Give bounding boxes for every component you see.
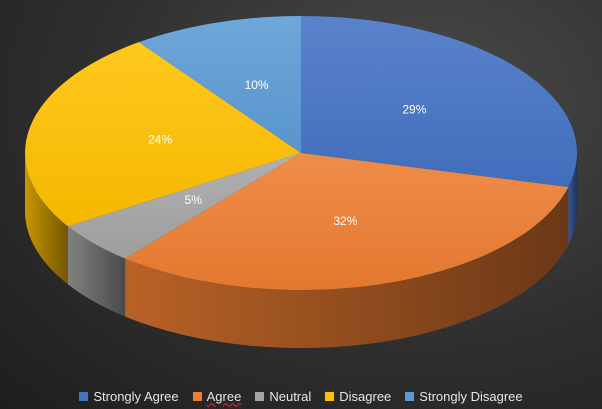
legend-label-disagree: Disagree	[339, 388, 392, 404]
legend-label-agree: Agree	[206, 388, 242, 404]
legend-swatch-strongly-agree	[79, 391, 89, 401]
pie-side-disagree	[25, 153, 68, 285]
legend: Strongly Agree Agree Neutral Disagree St…	[0, 386, 602, 406]
pie-labels: 29% 32% 5% 24% 10%	[148, 78, 427, 228]
data-label-strongly-agree: 29%	[402, 102, 426, 116]
legend-swatch-neutral	[255, 391, 265, 401]
pie-slice-strongly-agree	[301, 16, 578, 188]
pie-chart: 29% 32% 5% 24% 10%	[25, 15, 578, 349]
legend-swatch-agree	[192, 391, 202, 401]
pie-side-agree	[125, 187, 569, 349]
legend-label-neutral: Neutral	[269, 388, 312, 404]
data-label-agree: 32%	[333, 214, 357, 228]
legend-item-agree: Agree	[192, 388, 242, 404]
pie-slice-disagree	[25, 42, 302, 227]
pie-slice-agree	[125, 153, 569, 291]
legend-swatch-disagree	[325, 391, 335, 401]
data-label-strongly-disagree: 10%	[245, 78, 269, 92]
pie-slice-neutral	[67, 153, 302, 259]
pie-side-neutral	[67, 226, 126, 317]
legend-label-strongly-disagree: Strongly Disagree	[419, 388, 523, 404]
legend-item-disagree: Disagree	[325, 389, 391, 404]
legend-item-strongly-disagree: Strongly Disagree	[405, 388, 523, 404]
pie-slice-strongly-disagree	[138, 15, 301, 153]
pie-side-strongly-agree	[568, 153, 577, 246]
pie-tops	[25, 15, 578, 291]
legend-label-strongly-agree: Strongly Agree	[93, 388, 179, 404]
legend-swatch-strongly-disagree	[405, 391, 415, 401]
pie-sides	[25, 153, 577, 349]
legend-item-strongly-agree: Strongly Agree	[79, 388, 179, 404]
data-label-disagree: 24%	[148, 133, 172, 147]
data-label-neutral: 5%	[185, 193, 203, 207]
legend-item-neutral: Neutral	[255, 389, 311, 404]
